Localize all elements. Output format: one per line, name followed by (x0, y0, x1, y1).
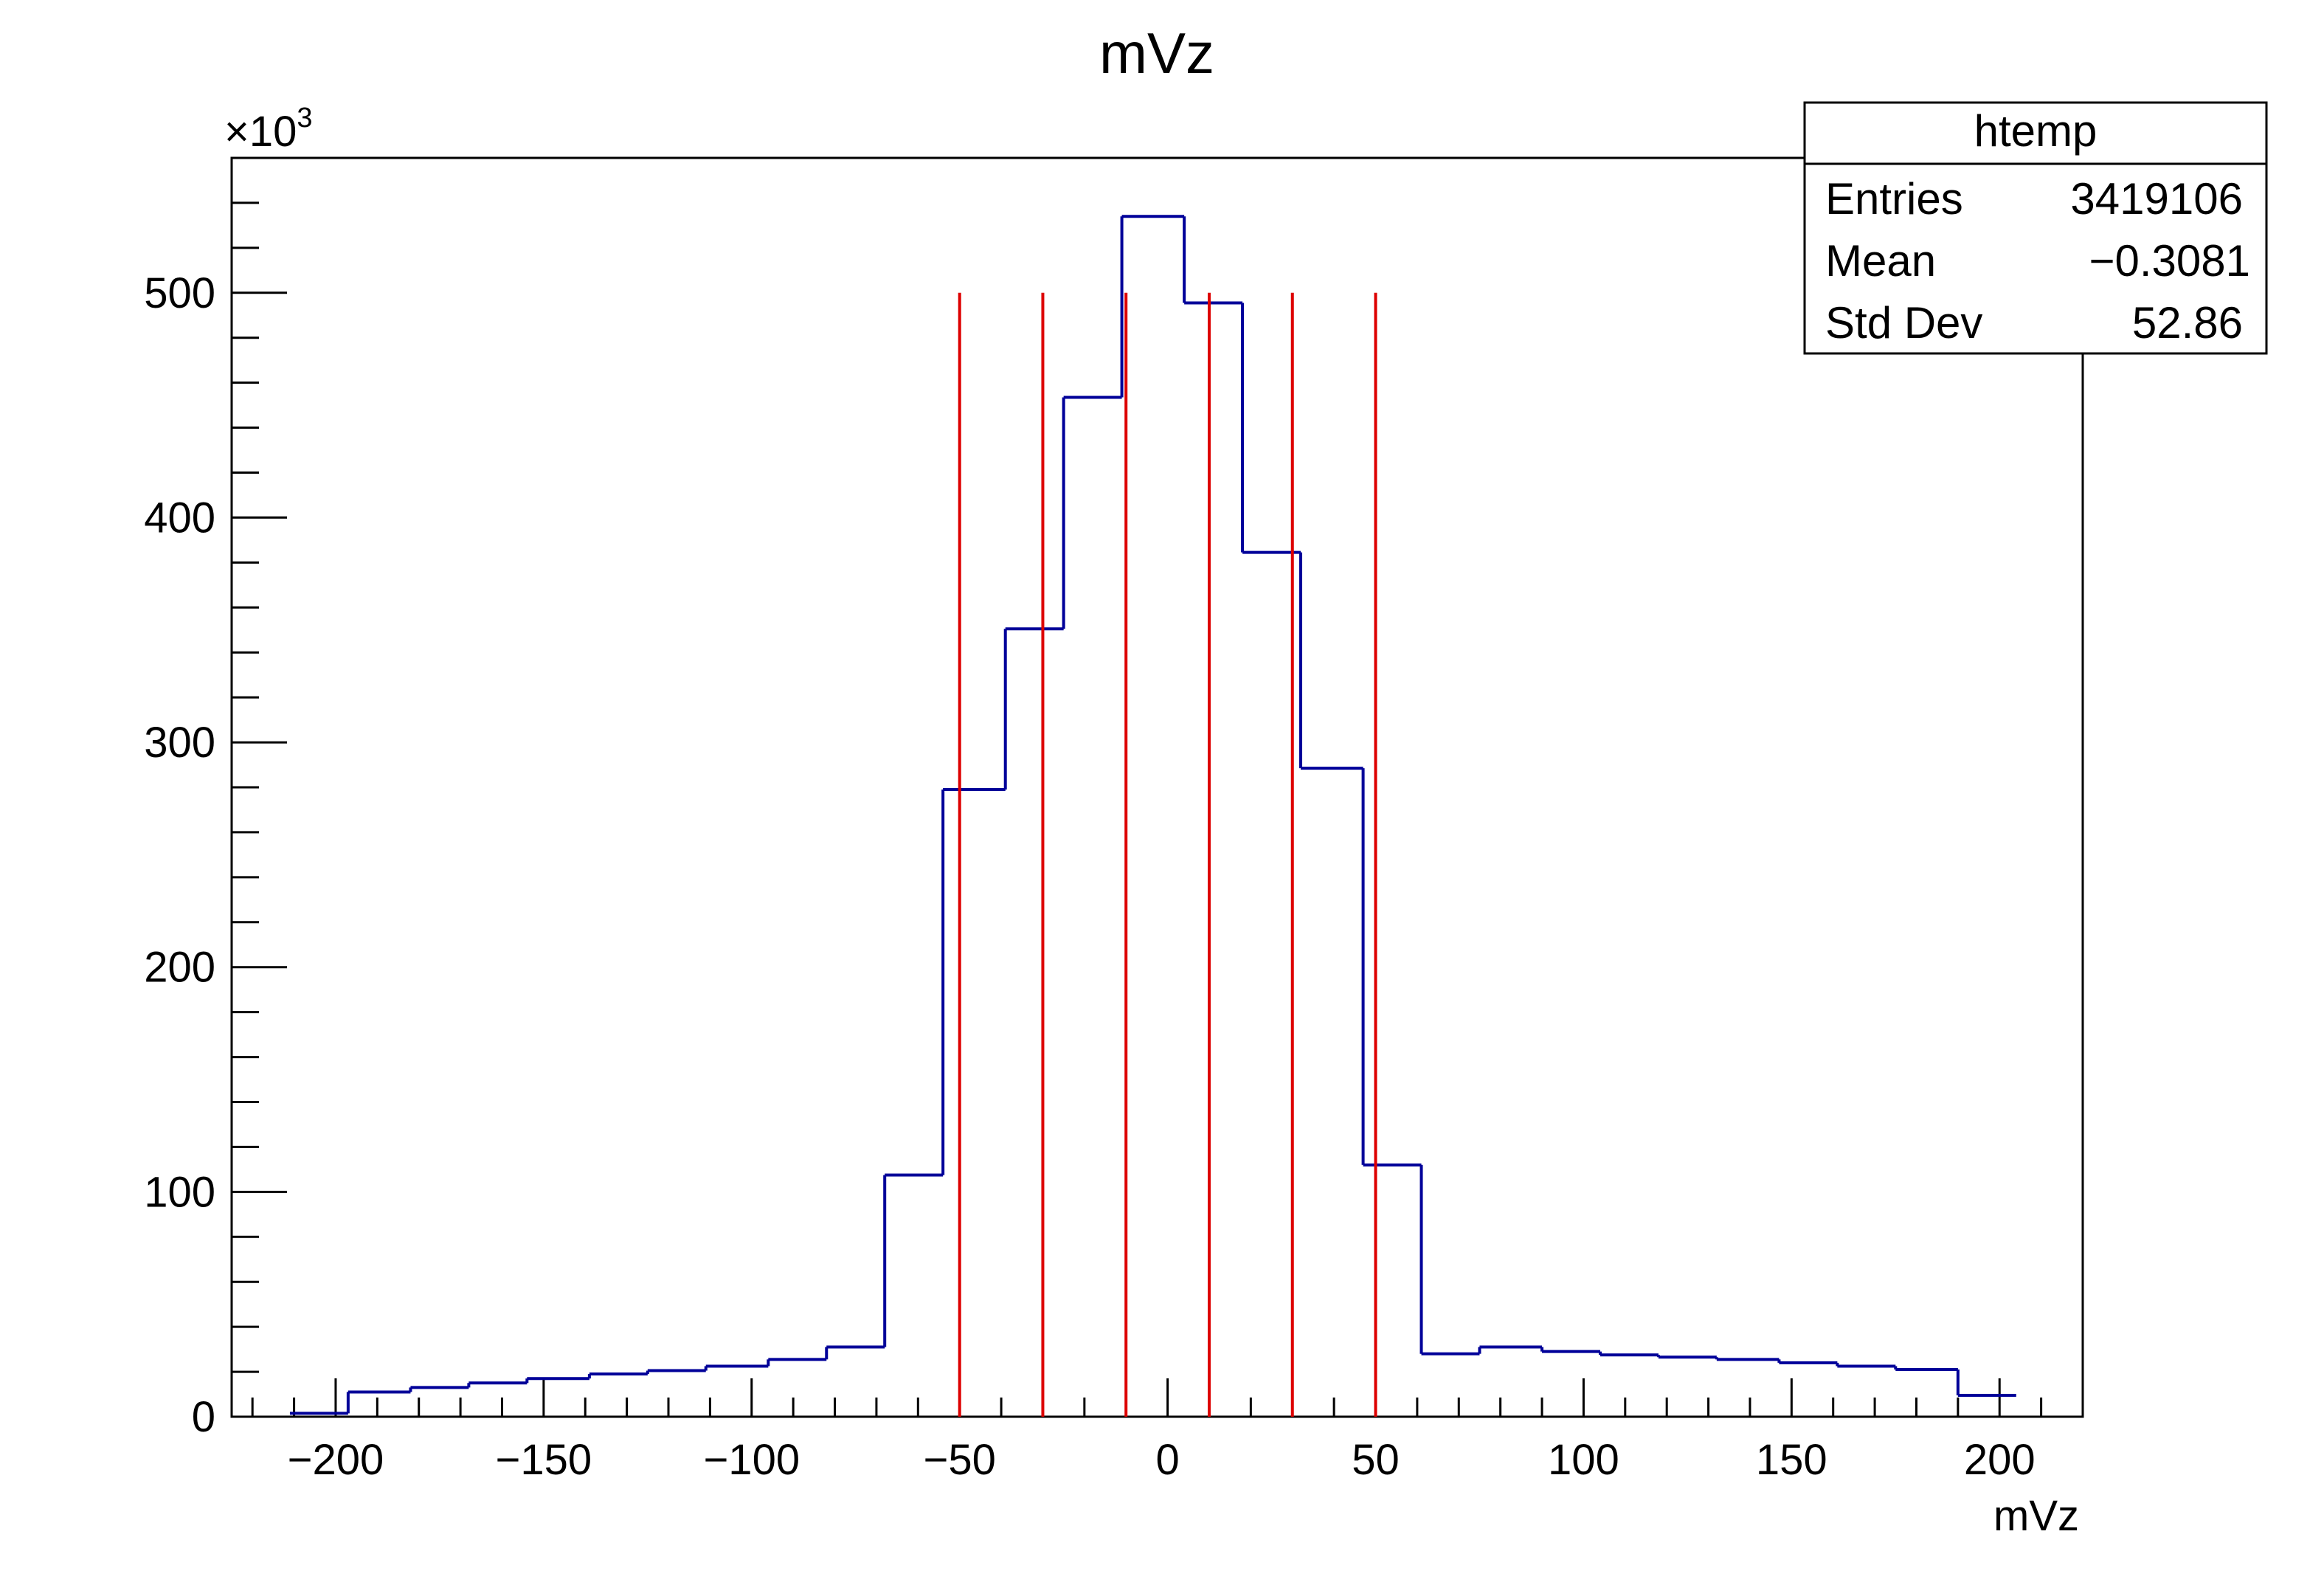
x-tick-label: −200 (288, 1436, 384, 1484)
stats-stddev-label: Std Dev (1825, 298, 1982, 348)
stats-entries-value: 3419106 (2070, 174, 2243, 224)
x-tick-label: −50 (923, 1436, 995, 1484)
stats-mean-label: Mean (1825, 236, 1936, 286)
y-axis-multiplier: ×103 (224, 103, 313, 156)
y-tick-label: 0 (192, 1393, 215, 1441)
x-tick-label: −150 (496, 1436, 592, 1484)
x-axis: −200 −150 −100 −50 0 50 100 150 200 (251, 1378, 2084, 1484)
stats-stddev-value: 52.86 (2132, 298, 2243, 348)
x-tick-label: 200 (1964, 1436, 2036, 1484)
x-tick-label: 100 (1548, 1436, 1619, 1484)
chart-title: mVz (1099, 21, 1214, 86)
y-tick-label: 300 (144, 719, 215, 767)
cut-lines (958, 292, 1377, 1417)
y-axis: 0 100 200 300 400 500 (144, 201, 287, 1441)
x-tick-label: 150 (1756, 1436, 1827, 1484)
y-tick-label: 200 (144, 944, 215, 992)
histogram-series (289, 215, 2016, 1415)
y-tick-label: 400 (144, 494, 215, 542)
x-tick-label: 50 (1352, 1436, 1400, 1484)
stats-box: htemp Entries 3419106 Mean −0.3081 Std D… (1803, 101, 2268, 355)
stats-entries-label: Entries (1825, 174, 1963, 224)
stats-title: htemp (1974, 106, 2098, 156)
x-axis-label: mVz (1993, 1492, 2079, 1540)
y-tick-label: 100 (144, 1168, 215, 1216)
x-tick-label: −100 (703, 1436, 800, 1484)
stats-mean-value: −0.3081 (2089, 236, 2250, 286)
y-tick-label: 500 (144, 269, 215, 317)
x-tick-label: 0 (1155, 1436, 1179, 1484)
